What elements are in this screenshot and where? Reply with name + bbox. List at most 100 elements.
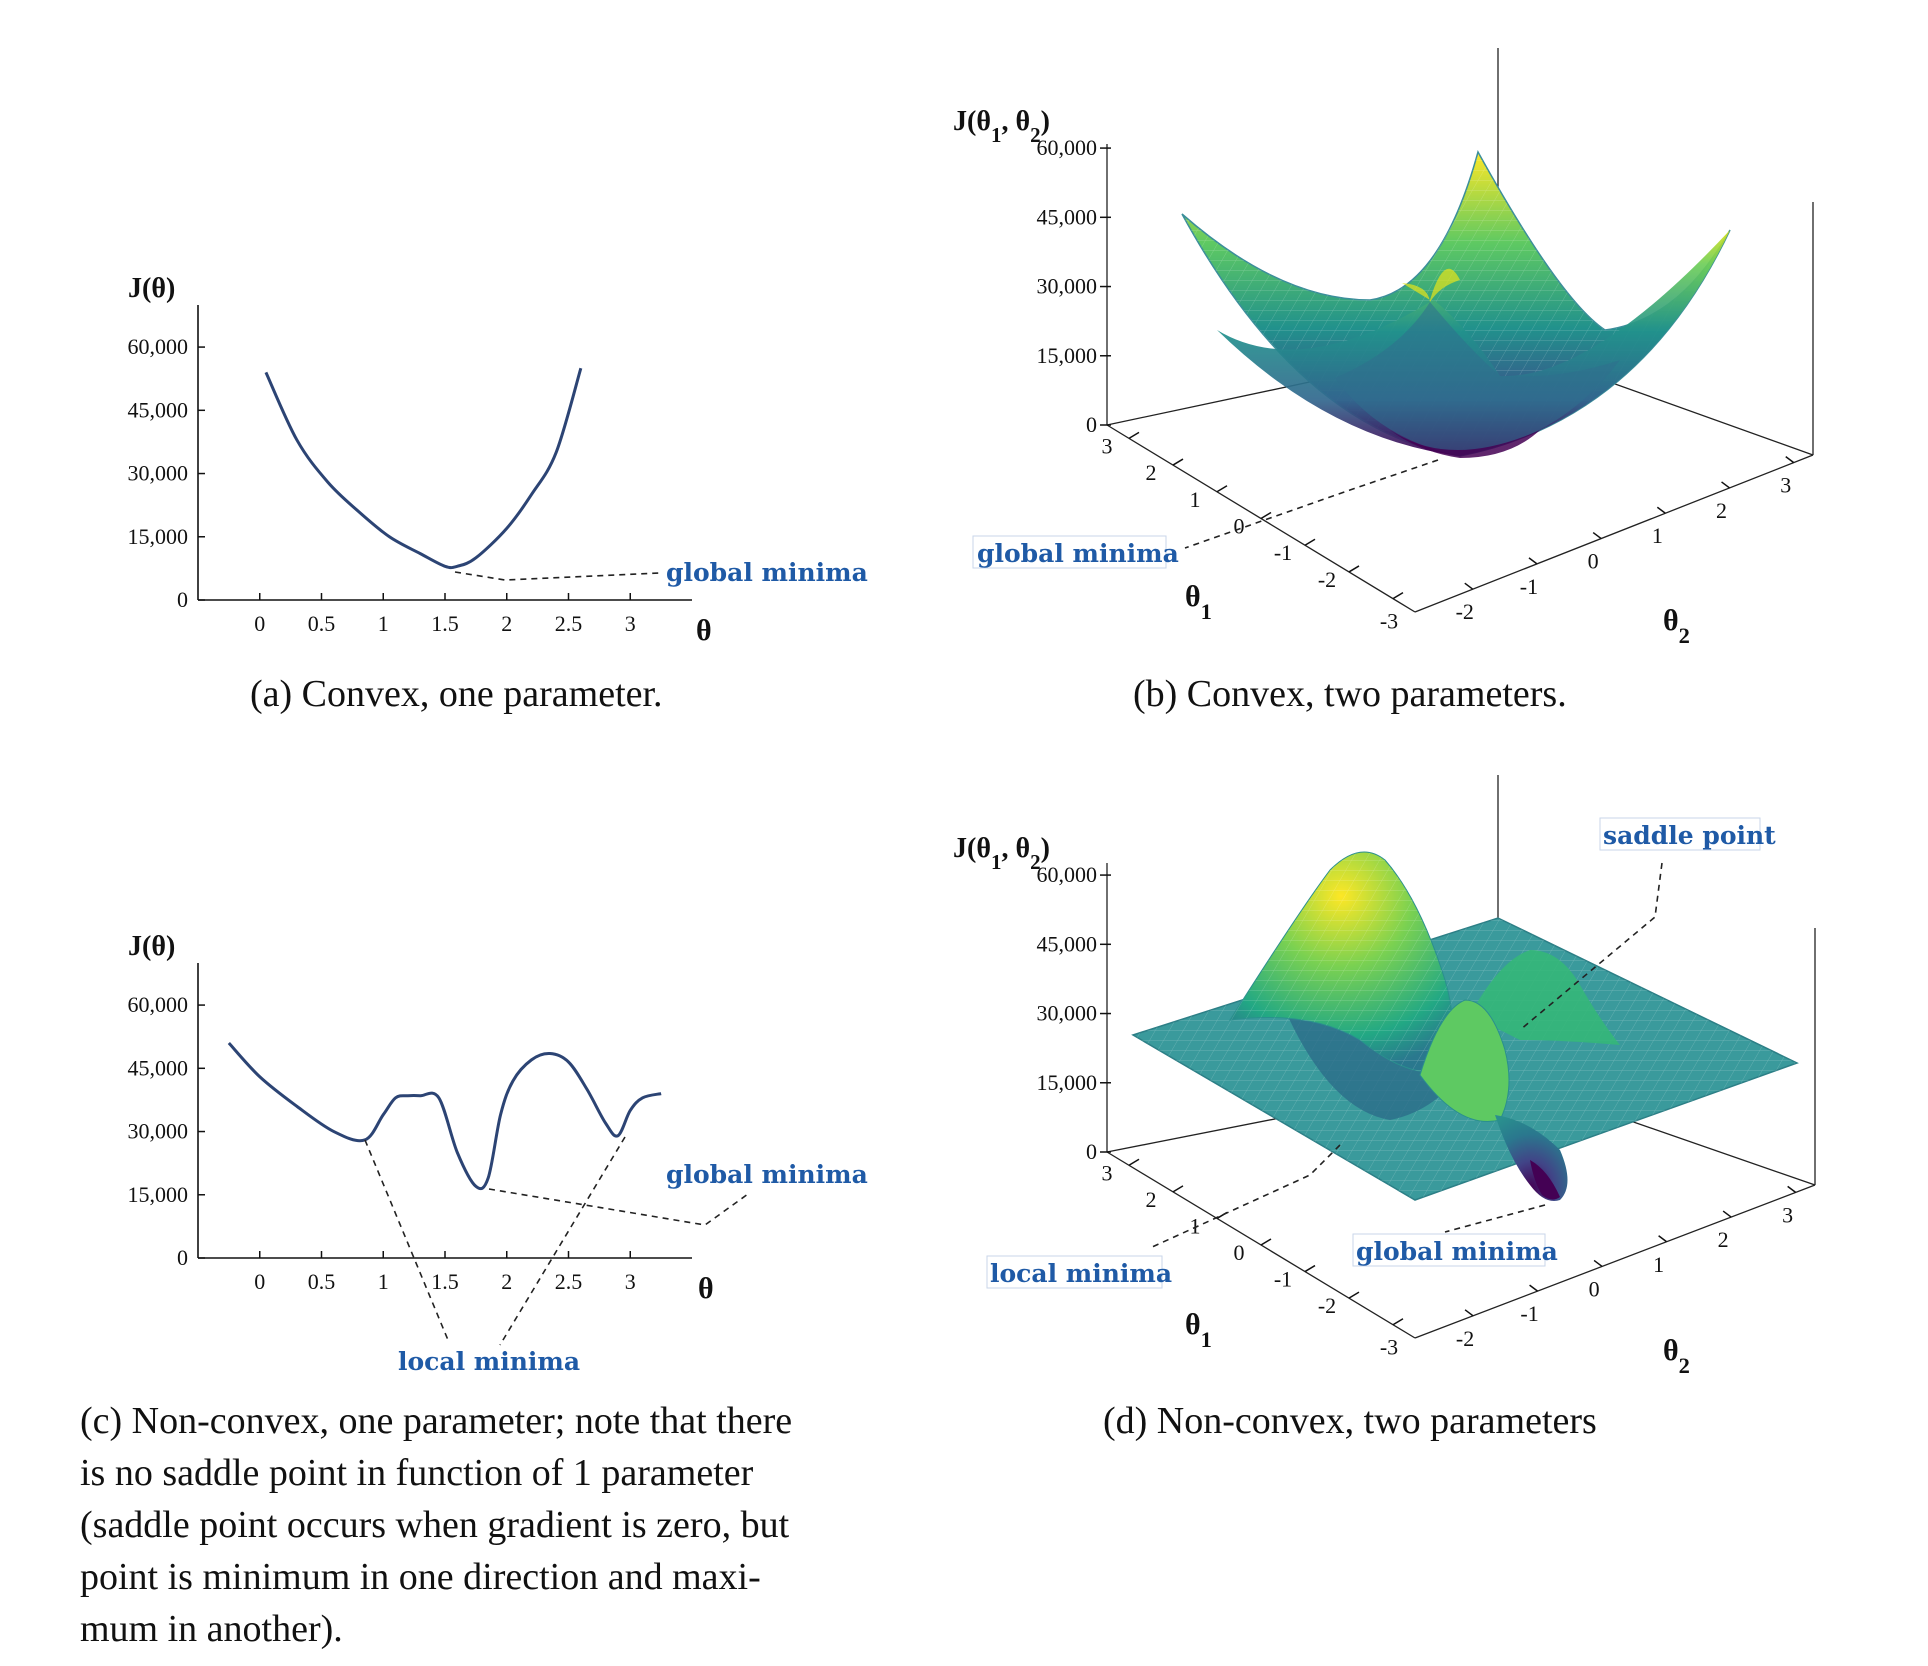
theta1-tick-mark — [1172, 458, 1184, 466]
theta1-tick-label: 3 — [1102, 433, 1113, 458]
panel-d-saddle-point-box — [1599, 817, 1761, 851]
theta2-tick-mark — [1722, 1210, 1732, 1218]
theta1-tick-label: 0 — [1234, 1240, 1245, 1265]
theta2-tick-mark — [1785, 455, 1795, 464]
panel-c-y-ticks: 0 15,000 30,000 45,000 60,000 — [128, 992, 205, 1270]
z-tick-label: 45,000 — [1037, 204, 1098, 229]
caption-c-line-1: (c) Non-convex, one parameter; note that… — [80, 1400, 792, 1442]
panel-d-theta2-label: θ2 — [1663, 1334, 1690, 1378]
panel-a-global-minima-label: global minima — [666, 558, 868, 587]
panel-d-global-minima-box — [1352, 1233, 1546, 1267]
theta2-tick-label: 1 — [1653, 1252, 1664, 1277]
theta1-tick-label: 2 — [1146, 1187, 1157, 1212]
panel-b-global-minima-box — [972, 535, 1167, 569]
panel-b-theta2-label: θ2 — [1663, 604, 1690, 648]
panel-d-nonconvex-surface — [1131, 851, 1799, 1201]
theta2-tick-label: -1 — [1520, 1301, 1538, 1326]
panel-c-local-minima-leader-right — [499, 1136, 626, 1346]
z-tick-label: 30,000 — [1037, 1001, 1098, 1026]
panel-d-zlabel: J(θ1, θ2) — [953, 833, 1050, 874]
theta1-tick-label: 0 — [1234, 514, 1245, 539]
panel-c-local-minima-leader-left — [364, 1139, 449, 1341]
panel-c-x-ticks: 0 0.5 1 1.5 2 2.5 3 — [254, 1251, 636, 1294]
panel-b-global-minima-label: global minima — [977, 539, 1179, 568]
y-tick-label: 45,000 — [128, 397, 189, 422]
panel-d-theta1-label: θ1 — [1185, 1308, 1212, 1352]
theta2-tick-mark — [1592, 531, 1602, 540]
theta1-tick-mark — [1128, 431, 1140, 440]
panel-b-theta1-ticks: 3 2 1 0 -1 -2 -3 — [1102, 431, 1404, 634]
x-tick-label: 0.5 — [308, 611, 336, 636]
theta1-tick-mark — [1348, 1291, 1360, 1299]
caption-b: (b) Convex, two parameters. — [1133, 673, 1567, 715]
theta2-tick-mark — [1528, 557, 1538, 565]
theta1-tick-label: -3 — [1380, 1335, 1398, 1360]
theta1-tick-mark — [1304, 538, 1316, 546]
panel-d: 0 15,000 30,000 45,000 60,000 3 2 1 0 -1 -2 -3 -2 -… — [953, 775, 1816, 1442]
caption-c-line-5: mum in another). — [80, 1608, 343, 1650]
theta2-tick-mark — [1464, 582, 1474, 590]
theta1-tick-label: 1 — [1190, 1213, 1201, 1238]
theta2-tick-label: 2 — [1716, 498, 1727, 523]
theta2-tick-label: -2 — [1456, 1326, 1474, 1351]
y-tick-label: 15,000 — [128, 524, 189, 549]
panel-a: J(θ) 0 15,000 30,000 45,000 60,000 0 0.5 1 1.5 2… — [128, 273, 868, 715]
theta1-tick-label: -3 — [1380, 609, 1398, 634]
caption-d: (d) Non-convex, two parameters — [1103, 1400, 1597, 1442]
panel-c-global-minima-label: global minima — [666, 1160, 868, 1189]
z-tick-label: 45,000 — [1037, 931, 1098, 956]
caption-a: (a) Convex, one parameter. — [250, 673, 663, 715]
theta1-tick-mark — [1348, 565, 1360, 573]
z-tick-label: 60,000 — [1037, 135, 1098, 160]
panel-b-bowl-surface — [1181, 150, 1731, 458]
caption-c-line-4: point is minimum in one direction and ma… — [80, 1556, 761, 1598]
theta1-tick-label: -1 — [1274, 1267, 1292, 1292]
caption-c-line-2: is no saddle point in function of 1 para… — [80, 1452, 754, 1494]
x-tick-label: 0 — [254, 1269, 265, 1294]
x-tick-label: 3 — [625, 1269, 636, 1294]
theta2-tick-mark — [1593, 1259, 1603, 1268]
theta1-tick-label: -1 — [1274, 540, 1292, 565]
x-tick-label: 1 — [378, 1269, 389, 1294]
panel-d-local-minima-leader — [1149, 1144, 1341, 1249]
theta2-tick-label: 3 — [1782, 1202, 1793, 1227]
z-tick-label: 15,000 — [1037, 343, 1098, 368]
panel-a-cost-curve — [264, 367, 583, 570]
caption-c-line-3: (saddle point occurs when gradient is ze… — [80, 1504, 790, 1546]
z-tick-label: 0 — [1086, 412, 1097, 437]
y-tick-label: 45,000 — [128, 1055, 189, 1080]
y-tick-label: 60,000 — [128, 992, 189, 1017]
panel-d-saddle-point-label: saddle point — [1603, 821, 1776, 850]
theta2-tick-mark — [1787, 1185, 1797, 1194]
x-tick-label: 2 — [501, 1269, 512, 1294]
theta1-tick-label: -2 — [1318, 1293, 1336, 1318]
panel-b-global-minima-leader — [1184, 459, 1439, 549]
theta2-tick-mark — [1529, 1284, 1539, 1292]
panel-a-ylabel: J(θ) — [128, 273, 175, 304]
y-tick-label: 15,000 — [128, 1182, 189, 1207]
z-tick-label: 15,000 — [1037, 1070, 1098, 1095]
panel-a-global-minima-leader — [454, 571, 661, 581]
panel-c-local-minima-label: local minima — [398, 1347, 580, 1376]
panel-d-theta2-ticks: -2 -1 0 1 2 3 — [1456, 1185, 1797, 1351]
panel-a-x-ticks: 0 0.5 1 1.5 2 2.5 3 — [254, 593, 636, 636]
panel-b-theta2-ticks: -2 -1 0 1 2 3 — [1456, 455, 1795, 624]
y-tick-label: 0 — [177, 1245, 188, 1270]
theta1-tick-mark — [1216, 485, 1228, 493]
panel-b-z-ticks: 0 15,000 30,000 45,000 60,000 — [1037, 135, 1111, 437]
panel-a-xlabel: θ — [696, 614, 712, 647]
y-tick-label: 0 — [177, 587, 188, 612]
x-tick-label: 0.5 — [308, 1269, 336, 1294]
panel-d-global-minima-label: global minima — [1356, 1237, 1558, 1266]
theta2-tick-label: 0 — [1588, 549, 1599, 574]
z-tick-label: 60,000 — [1037, 862, 1098, 887]
theta2-tick-label: 0 — [1589, 1276, 1600, 1301]
caption-c: (c) Non-convex, one parameter; note that… — [80, 1400, 792, 1650]
theta2-tick-label: 1 — [1652, 523, 1663, 548]
theta1-tick-mark — [1260, 511, 1272, 520]
panel-d-theta2-axis — [1414, 1184, 1816, 1339]
panel-b-zlabel: J(θ1, θ2) — [953, 106, 1050, 147]
panel-d-local-minima-box — [986, 1255, 1163, 1289]
